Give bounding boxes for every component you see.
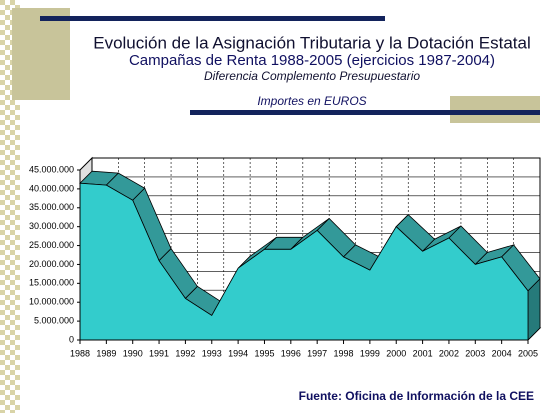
deco-block xyxy=(12,8,70,100)
source: Fuente: Oficina de Información de la CEE xyxy=(299,389,534,403)
x-tick-label: 1999 xyxy=(360,348,380,358)
plot: 0 5.000.000 10.000.000 15.000.000 20.000.000… xyxy=(29,156,542,358)
y-tick-label: 10.000.000 xyxy=(29,297,74,307)
x-tick-label: 2004 xyxy=(492,348,512,358)
area xyxy=(79,182,529,341)
y-tick-label: 5.000.000 xyxy=(34,315,74,325)
x-tick-label: 1993 xyxy=(202,348,222,358)
title: Evolución de la Asignación Tributaria y … xyxy=(93,33,531,52)
x-tick-label: 2002 xyxy=(439,348,459,358)
x-tick-label: 2003 xyxy=(465,348,485,358)
x-tick-label: 1992 xyxy=(175,348,195,358)
deco-block xyxy=(450,96,540,123)
x-tick-label: 1998 xyxy=(334,348,354,358)
units-label: Importes en EUROS xyxy=(257,94,366,108)
y-tick-label: 45.000.000 xyxy=(29,164,74,174)
deco-bar xyxy=(190,110,540,115)
x-tick-label: 1989 xyxy=(96,348,116,358)
y-tick-label: 25.000.000 xyxy=(29,240,74,250)
x-tick-label: 2001 xyxy=(413,348,433,358)
x-tick-label: 1994 xyxy=(228,348,248,358)
y-tick-label: 20.000.000 xyxy=(29,259,74,269)
y-tick-label: 30.000.000 xyxy=(29,221,74,231)
x-tick-label: 1988 xyxy=(70,348,90,358)
deco-bar xyxy=(40,16,385,21)
y-tick-label: 0 xyxy=(69,334,74,344)
subtitle: Campañas de Renta 1988-2005 (ejercicios … xyxy=(129,52,495,69)
x-tick-label: 1997 xyxy=(307,348,327,358)
x-tick-label: 1991 xyxy=(149,348,169,358)
y-tick-label: 35.000.000 xyxy=(29,202,74,212)
x-tick-label: 1995 xyxy=(254,348,274,358)
x-tick-label: 1990 xyxy=(123,348,143,358)
x-tick-label: 2005 xyxy=(518,348,538,358)
y-tick-label: 40.000.000 xyxy=(29,183,74,193)
side-pattern xyxy=(0,0,20,413)
x-tick-label: 2000 xyxy=(386,348,406,358)
x-tick-label: 1996 xyxy=(281,348,301,358)
description: Diferencia Complemento Presupuestario xyxy=(204,69,420,83)
y-tick-label: 15.000.000 xyxy=(29,278,74,288)
